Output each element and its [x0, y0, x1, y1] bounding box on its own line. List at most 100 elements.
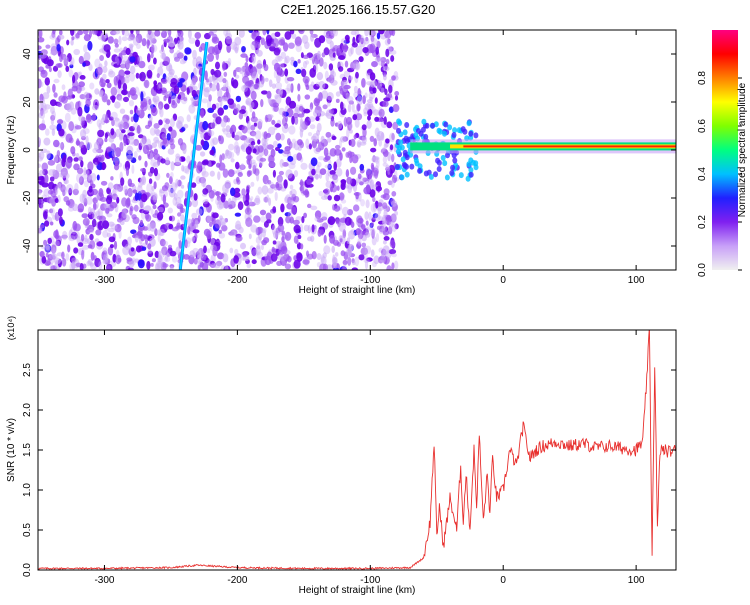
spectrogram-cell [211, 103, 217, 111]
spectrogram-cell [150, 192, 154, 197]
spectrogram-cell [170, 172, 174, 179]
spectrogram-cell [58, 34, 65, 40]
spectrogram-cell [217, 252, 225, 260]
spectrogram-cell [67, 88, 73, 98]
spectrogram-cell [224, 188, 229, 194]
spectrogram-cell [117, 217, 123, 223]
spectrogram-cell [370, 222, 375, 227]
spectrogram-cell [305, 138, 310, 149]
spectrogram-cell [360, 223, 366, 230]
spectrogram-cell [127, 132, 135, 137]
spectrogram-cell [391, 191, 397, 197]
spectrogram-cell [253, 197, 261, 206]
spectrogram-cell [115, 186, 121, 192]
spectrogram-cell [249, 130, 257, 137]
spectrogram-cell [115, 128, 121, 138]
spectrogram-cell [38, 176, 45, 181]
spectrogram-cell [85, 196, 93, 205]
spectrogram-cell [239, 67, 244, 75]
spectrogram-y-tick-label: -40 [22, 238, 33, 253]
snr-x-tick-label: 0 [500, 575, 506, 586]
spectrogram-cell [308, 143, 312, 150]
spectrogram-cell [290, 188, 297, 198]
spectrogram-cell [150, 106, 158, 117]
spectrogram-cell [391, 253, 397, 258]
spectrogram-cell [320, 223, 325, 228]
spectrogram-cell [130, 116, 134, 122]
spectrogram-cell [82, 189, 87, 199]
spectrogram-cell [383, 74, 387, 81]
spectrogram-cell [184, 239, 188, 249]
spectrogram-cell [335, 47, 342, 57]
spectrogram-cell [53, 257, 62, 265]
spectrogram-cell [52, 254, 58, 259]
spectrogram-cell [254, 168, 260, 176]
spectrogram-cell [122, 55, 130, 64]
spectrogram-cell [251, 247, 257, 257]
spectrogram-cell [47, 159, 56, 166]
spectrogram-cell [380, 254, 386, 264]
spectrogram-cell [262, 140, 269, 149]
spectrogram-cell [105, 207, 110, 214]
spectrogram-cell [58, 183, 62, 190]
spectrogram-cell [368, 30, 374, 38]
spectrogram-cell [436, 159, 442, 166]
spectrogram-cell [263, 148, 269, 157]
spectrogram-cell [333, 30, 338, 37]
spectrogram-cell [82, 244, 90, 250]
spectrogram-cell [366, 120, 372, 129]
spectrogram-cell [54, 240, 60, 247]
spectrogram-cell [130, 30, 134, 34]
spectrogram-cell [385, 164, 391, 172]
spectrogram-cell [192, 247, 199, 255]
spectrogram-cell [220, 118, 227, 128]
spectrogram-cell [87, 40, 93, 51]
spectrogram-x-tick-label: 0 [500, 275, 506, 286]
spectrogram-cell [60, 142, 65, 151]
spectrogram-cell [234, 36, 242, 46]
spectrogram-cell [452, 127, 458, 134]
spectrogram-cell [40, 69, 48, 78]
spectrogram-cell [302, 259, 310, 265]
spectrogram-cell [293, 235, 299, 244]
spectrogram-cell [234, 46, 239, 54]
spectrogram-cell [76, 235, 81, 245]
spectrogram-cell [151, 258, 156, 263]
spectrogram-y-ticks: -40 -20 0 20 40 [22, 48, 676, 253]
colorbar: 0.0 0.2 0.4 0.6 0.8 Normalized spectral ampl… [697, 30, 748, 277]
spectrogram-cell [141, 175, 147, 186]
spectrogram-cell [355, 113, 363, 121]
spectrogram-cell [363, 258, 370, 263]
spectrogram-cell [62, 56, 69, 65]
spectrogram-cell [394, 95, 399, 101]
spectrogram-cell [329, 148, 337, 157]
spectrogram-x-tick-label: 100 [628, 275, 645, 286]
spectrogram-cell [255, 236, 262, 244]
spectrogram-cell [371, 30, 377, 36]
spectrogram-cell [360, 199, 365, 207]
spectrogram-cell [187, 218, 192, 227]
spectrogram-cell [195, 56, 203, 66]
spectrogram-cell [121, 208, 128, 219]
spectrogram-cell [250, 196, 254, 201]
spectrogram-cell [38, 227, 43, 234]
spectrogram-cell [95, 210, 101, 218]
spectrogram-cell [171, 227, 179, 232]
spectrogram-cell [222, 168, 229, 178]
spectrogram-cell [79, 263, 84, 270]
colorbar-tick-label: 0.4 [697, 167, 708, 181]
spectrogram-cell [402, 149, 408, 156]
spectrogram-cell [331, 135, 337, 141]
spectrogram-cell [299, 105, 304, 112]
spectrogram-cell [244, 62, 249, 68]
spectrogram-cell [161, 89, 168, 96]
spectrogram-cell [40, 224, 45, 229]
spectrogram-cell [227, 197, 232, 206]
spectrogram-cell [213, 153, 217, 158]
spectrogram-cell [215, 102, 220, 109]
spectrogram-cell [57, 102, 62, 108]
spectrogram-cell [274, 191, 278, 201]
spectrogram-cell [208, 190, 215, 199]
spectrogram-cell [378, 216, 384, 221]
